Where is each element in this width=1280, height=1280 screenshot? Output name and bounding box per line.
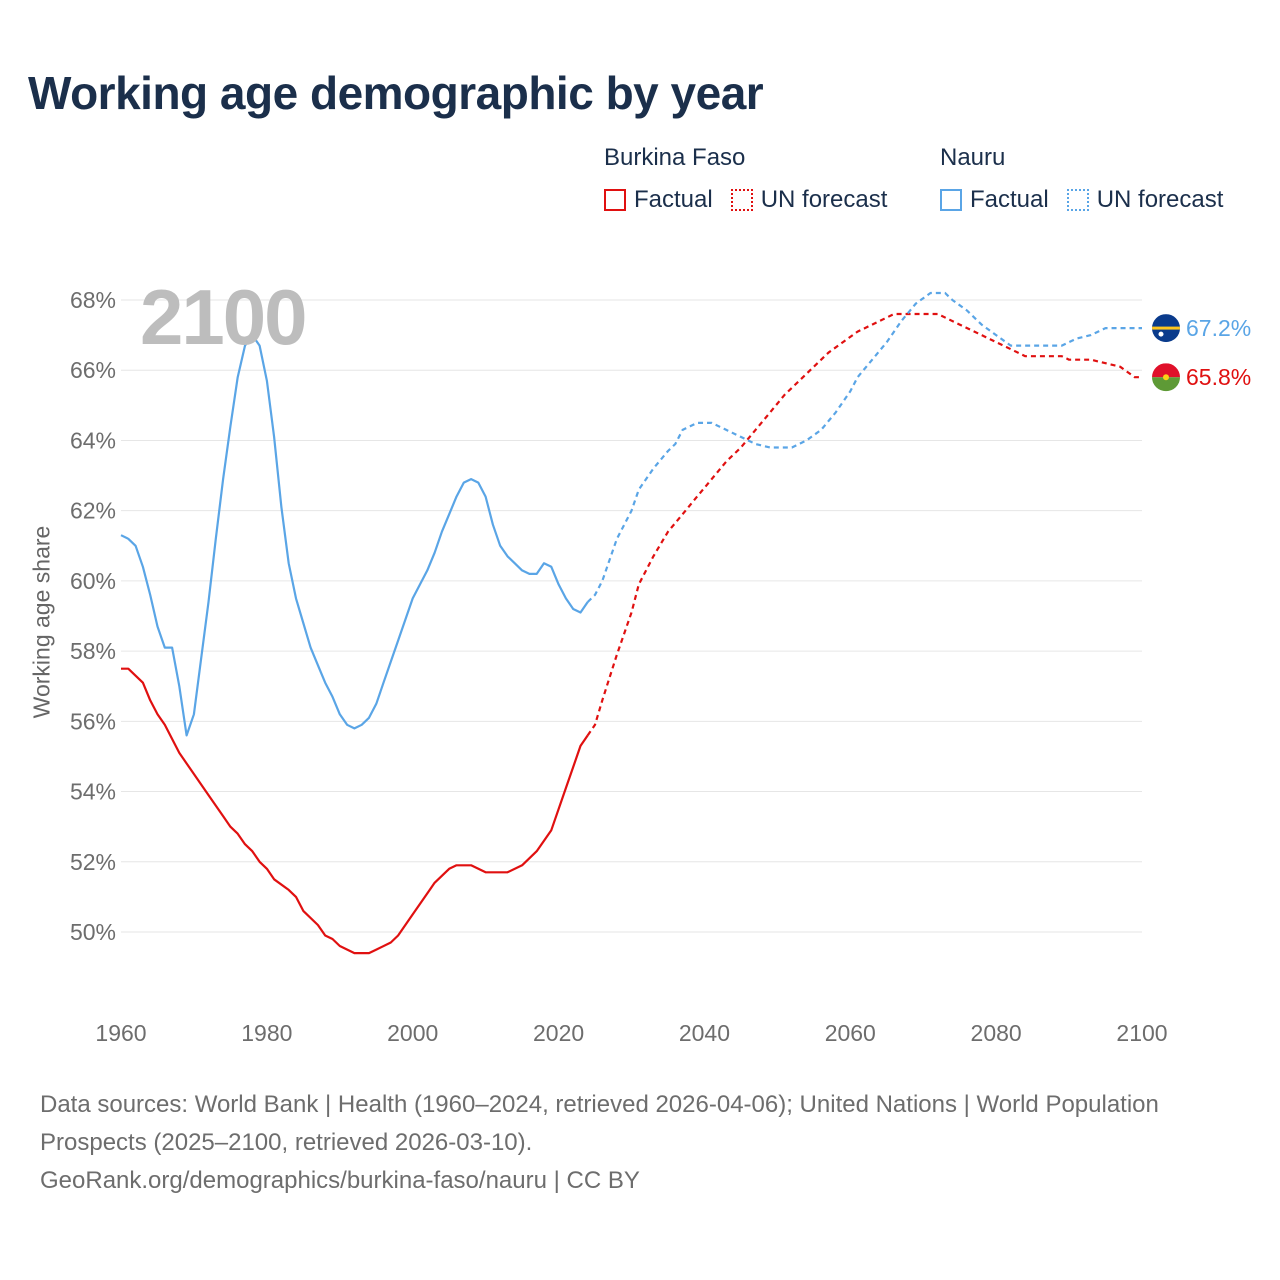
source-link[interactable]: GeoRank.org/demographics/burkina-faso/na… — [40, 1167, 640, 1194]
x-tick-label: 2000 — [387, 1020, 438, 1046]
x-tick-label: 2020 — [533, 1020, 584, 1046]
legend-item-nauru-factual[interactable]: Factual — [940, 186, 1049, 214]
x-tick-label: 1960 — [95, 1020, 146, 1046]
series-line-forecast — [586, 312, 1142, 737]
y-axis-ticks: 50% 52% 54% 56% 58% 60% 62% 64% 66% 68% — [70, 287, 116, 945]
legend-item-burkina-forecast[interactable]: UN forecast — [730, 186, 888, 214]
y-tick-label: 54% — [70, 779, 116, 805]
series-lines — [120, 291, 1142, 955]
y-tick-label: 60% — [70, 568, 116, 594]
x-axis-ticks: 1960 1980 2000 2020 2040 2060 2080 2100 — [95, 1020, 1167, 1046]
legend-group-name-burkina-faso: Burkina Faso — [604, 144, 746, 171]
end-markers: 65.8% 67.2% — [1152, 314, 1251, 392]
y-tick-label: 62% — [70, 498, 116, 524]
x-tick-label: 1980 — [241, 1020, 292, 1046]
x-tick-label: 2040 — [679, 1020, 730, 1046]
y-tick-label: 56% — [70, 708, 116, 734]
y-tick-label: 66% — [70, 357, 116, 383]
series-line-forecast — [586, 291, 1142, 603]
x-tick-label: 2100 — [1116, 1020, 1167, 1046]
data-sources: Data sources: World Bank | Health (1960–… — [40, 1091, 1159, 1156]
series-line-factual — [121, 667, 589, 955]
year-watermark: 2100 — [140, 273, 308, 361]
legend-label: Factual — [970, 186, 1049, 213]
legend-swatch-solid-icon — [940, 189, 962, 211]
y-axis-label: Working age share — [28, 525, 55, 719]
legend-label: UN forecast — [760, 186, 888, 213]
legend-label: Factual — [634, 186, 713, 213]
x-tick-label: 2080 — [971, 1020, 1022, 1046]
footer: Data sources: World Bank | Health (1960–… — [40, 1086, 1160, 1200]
series-line-factual — [120, 334, 589, 737]
y-tick-label: 58% — [70, 638, 116, 664]
flag-marker-icon — [1152, 314, 1180, 343]
legend-swatch-dotted-icon — [730, 189, 753, 211]
end-value-label: 67.2% — [1186, 315, 1251, 341]
y-tick-label: 50% — [70, 919, 116, 945]
legend-item-nauru-forecast[interactable]: UN forecast — [1066, 186, 1224, 214]
y-tick-label: 68% — [70, 287, 116, 313]
legend-burkina-faso: Burkina Faso Factual UN forecast — [604, 144, 887, 214]
legend-nauru: Nauru Factual UN forecast — [940, 144, 1223, 214]
legend-item-burkina-factual[interactable]: Factual — [604, 186, 713, 214]
legend-swatch-dotted-icon — [1066, 189, 1089, 211]
legend-label: UN forecast — [1096, 186, 1224, 213]
chart-title: Working age demographic by year — [28, 67, 764, 119]
end-value-label: 65.8% — [1186, 364, 1251, 390]
legend-swatch-solid-icon — [604, 189, 626, 211]
legend-group-name-nauru: Nauru — [940, 144, 1006, 171]
grid-lines — [121, 299, 1142, 933]
y-tick-label: 64% — [70, 427, 116, 453]
flag-marker-icon — [1152, 363, 1180, 392]
x-tick-label: 2060 — [825, 1020, 876, 1046]
y-tick-label: 52% — [70, 849, 116, 875]
